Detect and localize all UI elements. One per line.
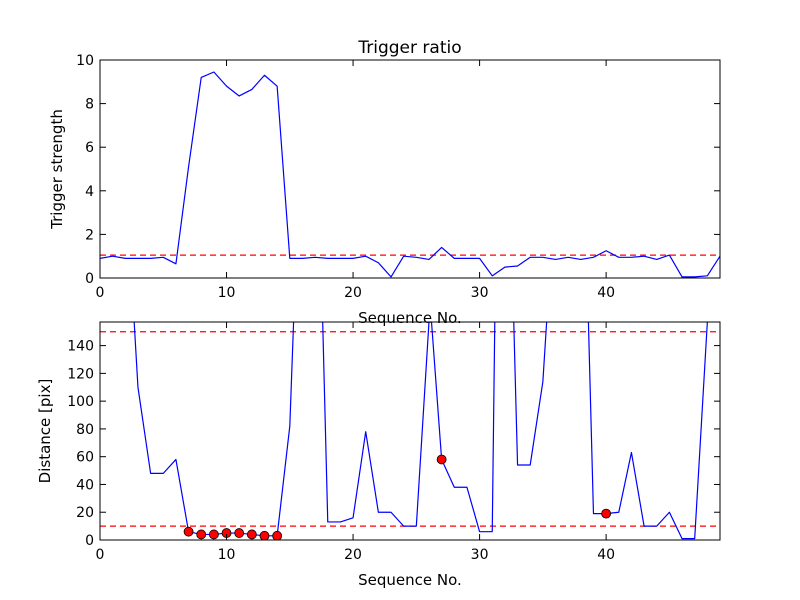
data-point-marker: [601, 508, 612, 519]
top-chart-title: Trigger ratio: [357, 38, 461, 58]
series-line: [322, 322, 432, 527]
bottom-plot-frame: [99, 321, 721, 541]
y-tick-label: 6: [85, 140, 94, 156]
bottom-subplot: 0 10 20 30 40 0 20 40 60 80 100 120 140 Sequence No…: [36, 321, 721, 589]
bottom-y-ticks: 0 20 40 60 80 100 120 140: [67, 339, 720, 549]
data-point-marker: [208, 529, 219, 540]
data-point-marker: [272, 530, 283, 540]
x-tick-label: 10: [218, 547, 236, 563]
x-tick-label: 40: [597, 285, 615, 301]
data-point-marker: [234, 528, 245, 538]
x-tick-label: 40: [597, 547, 615, 563]
y-tick-label: 2: [85, 227, 94, 243]
y-tick-label: 40: [76, 477, 94, 493]
bottom-markers: [183, 454, 612, 540]
y-tick-label: 120: [67, 366, 94, 382]
top-x-axis-label: Sequence No.: [358, 309, 462, 327]
x-tick-label: 30: [471, 285, 489, 301]
data-point-marker: [246, 529, 257, 540]
y-tick-label: 4: [85, 184, 94, 200]
x-tick-label: 30: [471, 547, 489, 563]
y-tick-label: 10: [76, 53, 94, 69]
top-y-axis-label: Trigger strength: [48, 109, 66, 230]
y-tick-label: 0: [85, 271, 94, 287]
series-line: [100, 71, 720, 278]
y-tick-label: 0: [85, 533, 94, 549]
top-subplot: 0 10 20 30 40 0 2 4 6 8 10 Trigger ratio Sequence…: [48, 38, 721, 327]
top-x-ticks: 0 10 20 30 40: [96, 60, 615, 301]
y-tick-label: 100: [67, 394, 94, 410]
x-tick-label: 0: [96, 547, 105, 563]
data-point-marker: [196, 529, 207, 540]
bottom-x-axis-label: Sequence No.: [358, 571, 462, 589]
data-point-marker: [183, 526, 194, 537]
x-tick-label: 0: [96, 285, 105, 301]
bottom-x-ticks: 0 10 20 30 40: [96, 322, 615, 563]
top-plot-frame: [99, 59, 721, 279]
series-line: [513, 322, 548, 466]
top-y-ticks: 0 2 4 6 8 10: [76, 53, 720, 287]
y-tick-label: 20: [76, 505, 94, 521]
x-tick-label: 20: [344, 547, 362, 563]
y-tick-label: 140: [67, 339, 94, 355]
x-tick-label: 10: [218, 285, 236, 301]
top-series: [100, 71, 720, 278]
data-point-marker: [259, 530, 270, 540]
y-tick-label: 8: [85, 97, 94, 113]
x-tick-label: 20: [344, 285, 362, 301]
y-tick-label: 80: [76, 422, 94, 438]
data-point-marker: [436, 454, 447, 465]
bottom-y-axis-label: Distance [pix]: [36, 379, 54, 484]
y-tick-label: 60: [76, 450, 94, 466]
